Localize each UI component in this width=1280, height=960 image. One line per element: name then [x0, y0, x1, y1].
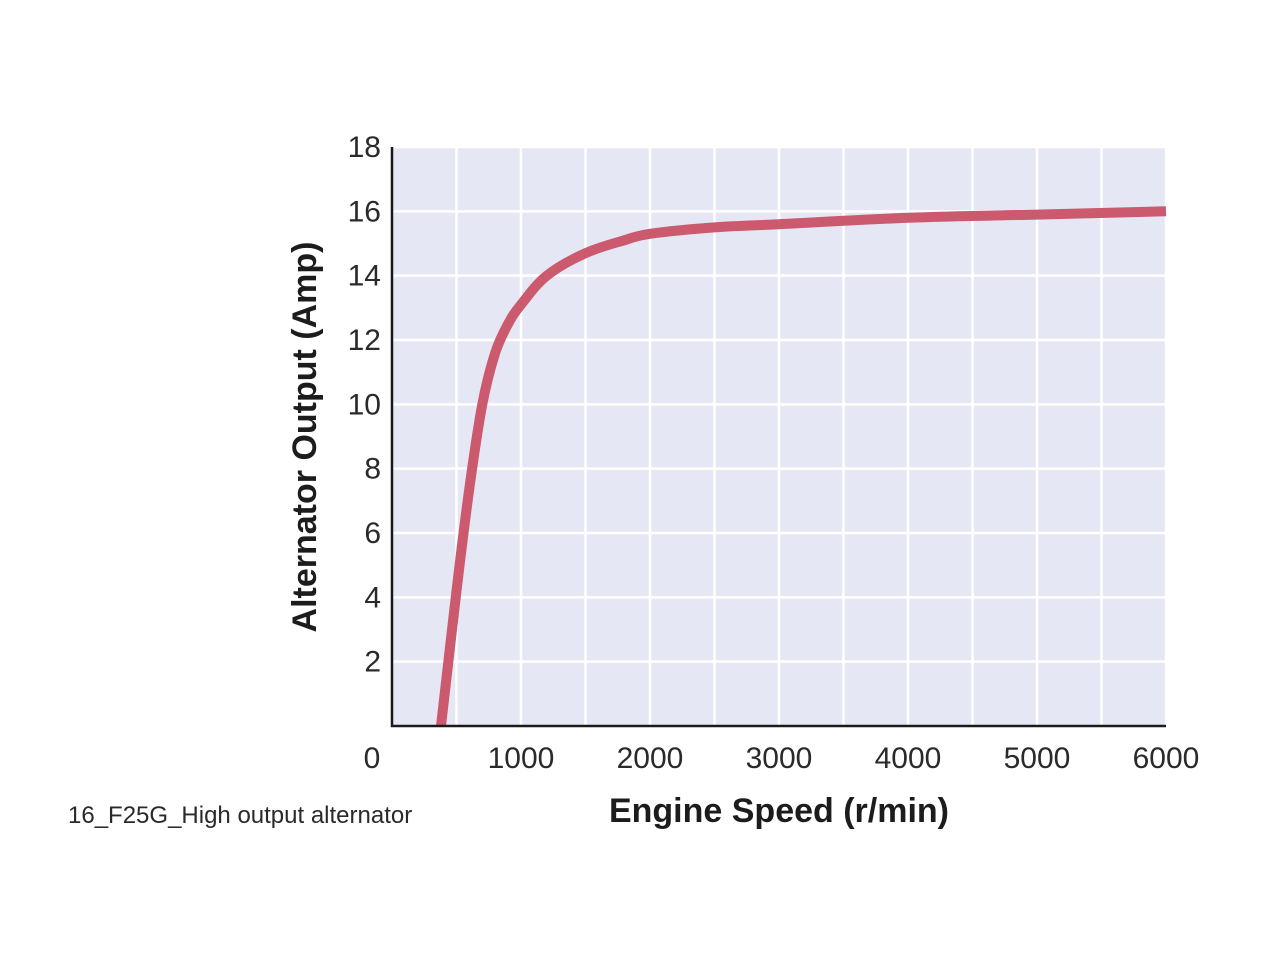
y-tick-label: 6 — [364, 517, 381, 550]
y-tick-label: 2 — [364, 646, 381, 679]
x-tick-label: 2000 — [617, 742, 684, 775]
y-axis-title: Alternator Output (Amp) — [286, 242, 324, 633]
series-line — [436, 206, 1167, 727]
y-axis-ticks: 2 4 6 8 10 12 14 16 18 — [348, 131, 381, 679]
y-tick-label: 10 — [348, 388, 381, 421]
x-tick-label: 4000 — [875, 742, 942, 775]
x-tick-label: 3000 — [746, 742, 813, 775]
y-tick-label: 18 — [348, 131, 381, 164]
y-tick-label: 12 — [348, 324, 381, 357]
y-tick-label: 14 — [348, 260, 381, 293]
y-tick-label: 16 — [348, 195, 381, 228]
x-axis-ticks: 0 1000 2000 3000 4000 5000 6000 — [364, 742, 1200, 775]
y-tick-label: 8 — [364, 453, 381, 486]
x-tick-label: 0 — [364, 742, 381, 775]
y-tick-label: 4 — [364, 581, 381, 614]
x-tick-label: 6000 — [1133, 742, 1200, 775]
x-tick-label: 1000 — [488, 742, 555, 775]
figure-caption: 16_F25G_High output alternator — [68, 802, 412, 829]
x-tick-label: 5000 — [1004, 742, 1071, 775]
x-axis-title: Engine Speed (r/min) — [609, 792, 949, 830]
